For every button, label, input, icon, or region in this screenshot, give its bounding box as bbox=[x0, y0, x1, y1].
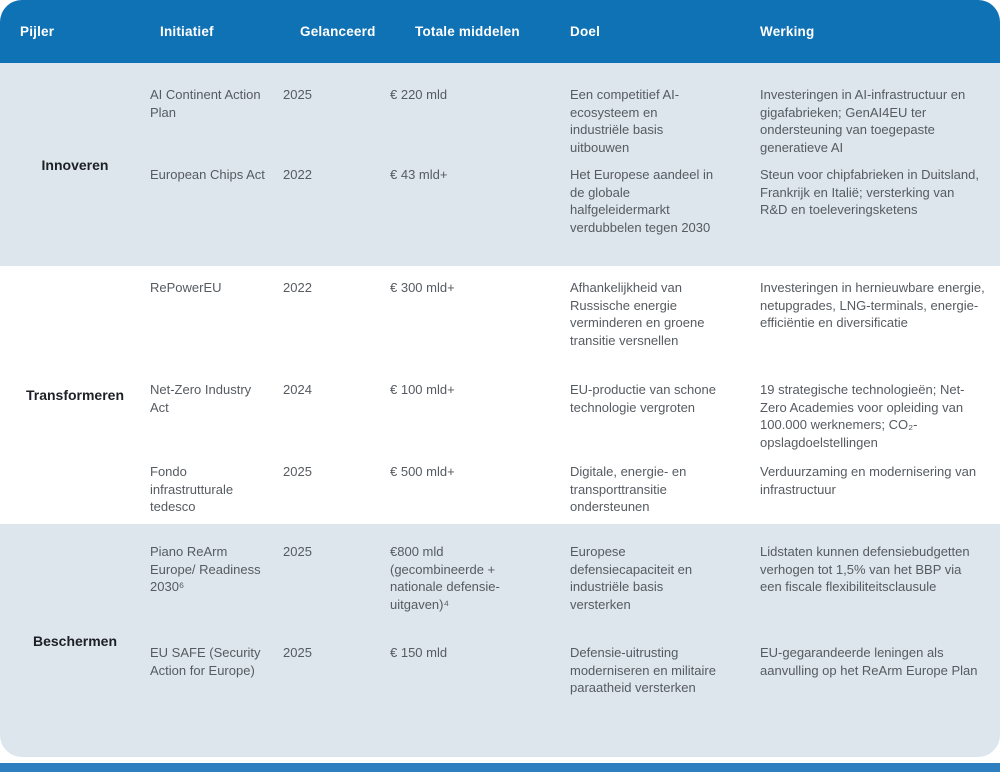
mechanism-cell: Investeringen in AI-infrastructuur en gi… bbox=[760, 87, 966, 155]
launched-cell: 2025 bbox=[283, 87, 312, 102]
mechanism-cell: Verduurzaming en modernisering van infra… bbox=[760, 464, 977, 497]
launched-cell: 2025 bbox=[283, 464, 312, 479]
mechanism-cell: Investeringen in hernieuwbare energie, n… bbox=[760, 280, 985, 330]
initiative-cell: Piano ReArm Europe/ Readiness 2030⁶ bbox=[150, 544, 261, 594]
mechanism-cell: 19 strategische technologieën; Net-Zero … bbox=[760, 382, 965, 450]
group-rows: RePowerEU 2022 € 300 mld+ Afhankelijkhei… bbox=[150, 266, 1000, 524]
budget-cell: € 100 mld+ bbox=[390, 382, 455, 397]
column-header-gelanceerd: Gelanceerd bbox=[300, 24, 376, 39]
budget-cell: € 150 mld bbox=[390, 645, 448, 660]
initiative-cell: European Chips Act bbox=[150, 167, 265, 182]
group-transformeren: Transformeren RePowerEU 2022 € 300 mld+ … bbox=[0, 266, 1000, 524]
column-header-totale-middelen: Totale middelen bbox=[415, 24, 520, 39]
mechanism-cell: Steun voor chipfabrieken in Duitsland, F… bbox=[760, 167, 979, 217]
initiative-cell: Net-Zero Industry Act bbox=[150, 382, 252, 415]
mechanism-cell: EU-gegarandeerde leningen als aanvulling… bbox=[760, 645, 978, 678]
table-row: EU SAFE (Security Action for Europe) 202… bbox=[150, 644, 1000, 697]
table-row: AI Continent Action Plan 2025 € 220 mld … bbox=[150, 86, 1000, 166]
launched-cell: 2025 bbox=[283, 544, 312, 559]
budget-cell: €800 mld (gecombineerde + nationale defe… bbox=[390, 544, 500, 612]
goal-cell: Europese defensiecapaciteit en industrië… bbox=[570, 544, 693, 612]
pillar-label-innoveren: Innoveren bbox=[41, 156, 109, 173]
initiative-cell: Fondo infrastrutturale tedesco bbox=[150, 464, 234, 514]
initiative-cell: AI Continent Action Plan bbox=[150, 87, 261, 120]
mechanism-cell: Lidstaten kunnen defensiebudgetten verho… bbox=[760, 544, 970, 594]
launched-cell: 2022 bbox=[283, 280, 312, 295]
goal-cell: Digitale, energie- en transporttransitie… bbox=[570, 464, 687, 514]
bottom-accent-bar bbox=[0, 763, 1000, 772]
pillar-label-beschermen: Beschermen bbox=[32, 632, 118, 649]
budget-cell: € 43 mld+ bbox=[390, 167, 448, 182]
column-header-werking: Werking bbox=[760, 24, 815, 39]
table-row: European Chips Act 2022 € 43 mld+ Het Eu… bbox=[150, 166, 1000, 236]
launched-cell: 2022 bbox=[283, 167, 312, 182]
table-row: RePowerEU 2022 € 300 mld+ Afhankelijkhei… bbox=[150, 279, 1000, 381]
goal-cell: Defensie-uitrusting moderniseren en mili… bbox=[570, 645, 716, 695]
launched-cell: 2024 bbox=[283, 382, 312, 397]
table-row: Piano ReArm Europe/ Readiness 2030⁶ 2025… bbox=[150, 543, 1000, 644]
budget-cell: € 220 mld bbox=[390, 87, 448, 102]
column-header-pijler: Pijler bbox=[20, 24, 55, 39]
goal-cell: EU-productie van schone technologie verg… bbox=[570, 382, 716, 415]
group-innoveren: Innoveren AI Continent Action Plan 2025 … bbox=[0, 63, 1000, 266]
launched-cell: 2025 bbox=[283, 645, 312, 660]
group-rows: AI Continent Action Plan 2025 € 220 mld … bbox=[150, 63, 1000, 266]
column-header-initiatief: Initiatief bbox=[160, 24, 214, 39]
pillar-label-transformeren: Transformeren bbox=[25, 387, 125, 403]
goal-cell: Afhankelijkheid van Russische energie ve… bbox=[570, 280, 705, 348]
budget-cell: € 300 mld+ bbox=[390, 280, 455, 295]
budget-cell: € 500 mld+ bbox=[390, 464, 455, 479]
group-beschermen: Beschermen Piano ReArm Europe/ Readiness… bbox=[0, 524, 1000, 757]
table-row: Fondo infrastrutturale tedesco 2025 € 50… bbox=[150, 463, 1000, 516]
group-rows: Piano ReArm Europe/ Readiness 2030⁶ 2025… bbox=[150, 524, 1000, 757]
goal-cell: Een competitief AI-ecosysteem en industr… bbox=[570, 87, 680, 155]
goal-cell: Het Europese aandeel in de globale halfg… bbox=[570, 167, 714, 235]
initiative-cell: EU SAFE (Security Action for Europe) bbox=[150, 645, 261, 678]
table-row: Net-Zero Industry Act 2024 € 100 mld+ EU… bbox=[150, 381, 1000, 463]
initiative-cell: RePowerEU bbox=[150, 280, 222, 295]
column-header-doel: Doel bbox=[570, 24, 601, 39]
table-header-row: Pijler Initiatief Gelanceerd Totale midd… bbox=[0, 0, 1000, 63]
